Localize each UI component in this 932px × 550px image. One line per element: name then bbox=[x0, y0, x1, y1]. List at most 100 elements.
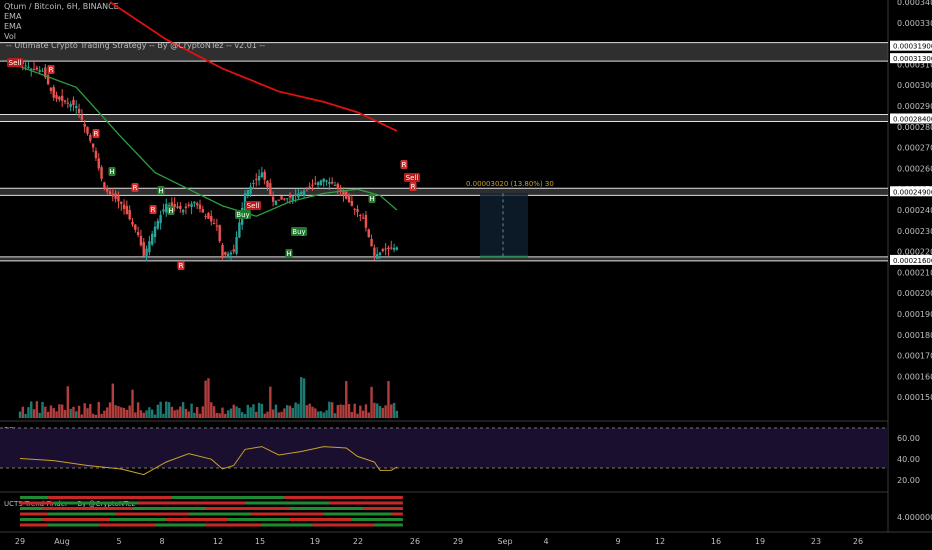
trend-cell bbox=[391, 523, 398, 527]
candle-body bbox=[156, 220, 160, 229]
volume-bar bbox=[266, 411, 269, 418]
volume-bar bbox=[274, 404, 278, 418]
trend-cell bbox=[290, 512, 296, 516]
trend-cell bbox=[183, 512, 190, 516]
trend-cell bbox=[273, 518, 280, 521]
trend-cell bbox=[110, 507, 116, 510]
trend-cell bbox=[295, 507, 302, 510]
trend-cell bbox=[239, 512, 246, 516]
trend-cell bbox=[363, 523, 370, 527]
trend-cell bbox=[132, 501, 139, 505]
volume-bar bbox=[94, 414, 98, 418]
price-tick-label: 0.00028000 bbox=[897, 123, 932, 132]
trend-cell bbox=[351, 501, 358, 505]
trend-cell bbox=[278, 523, 285, 527]
signal-badge-h bbox=[285, 249, 293, 258]
trend-cell bbox=[93, 501, 100, 505]
trend-cell bbox=[53, 518, 60, 521]
trend-cell bbox=[20, 518, 26, 521]
candle-body bbox=[201, 209, 205, 213]
volume-bar bbox=[373, 402, 376, 418]
volume-bar bbox=[255, 411, 258, 418]
trend-cell bbox=[250, 512, 257, 516]
trend-cell bbox=[171, 507, 178, 510]
ema-fast-legend[interactable]: EMA bbox=[4, 12, 22, 21]
volume-bar bbox=[288, 405, 292, 418]
rsi-tick-label: 20.00 bbox=[897, 476, 920, 485]
signal-label-buy: Buy bbox=[236, 211, 249, 219]
volume-bar bbox=[145, 410, 148, 418]
volume-bar bbox=[30, 401, 33, 418]
trend-cell bbox=[121, 512, 128, 516]
trend-cell bbox=[273, 507, 280, 510]
signal-label-h: H bbox=[168, 207, 173, 215]
price-box-label: 0.00031900 bbox=[893, 43, 932, 51]
trend-cell bbox=[53, 501, 60, 505]
trend-cell bbox=[48, 507, 55, 510]
trend-cell bbox=[200, 496, 206, 499]
trend-cell bbox=[211, 523, 218, 527]
candle-body bbox=[297, 193, 300, 198]
volume-bar bbox=[136, 402, 140, 418]
trend-cell bbox=[104, 512, 111, 516]
trend-cell bbox=[200, 507, 206, 510]
trend-cell bbox=[380, 518, 386, 521]
trend-cell bbox=[166, 512, 173, 516]
trend-cell bbox=[261, 518, 268, 521]
candle-body bbox=[232, 249, 235, 252]
trend-tick-label: 4.00000000 bbox=[897, 513, 932, 522]
rsi-tick-label: 40.00 bbox=[897, 455, 920, 464]
trend-cell bbox=[188, 507, 195, 510]
volume-bar bbox=[60, 404, 64, 418]
volume-bar bbox=[97, 401, 100, 418]
trend-cell bbox=[110, 518, 116, 521]
trend-cell bbox=[48, 496, 55, 499]
strategy-legend[interactable]: -- Ultimate Crypto Trading Strategy -- B… bbox=[6, 41, 266, 50]
trend-cell bbox=[70, 501, 77, 505]
candle-body bbox=[165, 203, 168, 213]
candle-body bbox=[392, 247, 396, 250]
volume-bar bbox=[392, 402, 396, 418]
trend-cell bbox=[222, 523, 229, 527]
time-tick-label: 19 bbox=[310, 537, 320, 546]
volume-bar bbox=[212, 406, 216, 418]
time-tick-label: 23 bbox=[811, 537, 821, 546]
trend-cell bbox=[284, 507, 291, 510]
signal-label-r: R bbox=[94, 130, 99, 138]
trend-cell bbox=[250, 501, 257, 505]
trend-cell bbox=[368, 507, 375, 510]
trend-cell bbox=[59, 496, 66, 499]
volume-bar bbox=[111, 383, 115, 418]
trend-cell bbox=[115, 523, 122, 527]
trend-cell bbox=[357, 518, 364, 521]
trend-cell bbox=[160, 507, 167, 510]
candle-body bbox=[364, 214, 368, 228]
trend-cell bbox=[301, 496, 308, 499]
volume-bar bbox=[269, 386, 272, 418]
candle-body bbox=[370, 238, 373, 247]
trend-cell bbox=[36, 507, 43, 510]
volume-bar bbox=[105, 407, 109, 418]
volume-bar bbox=[356, 413, 359, 418]
candle-body bbox=[69, 103, 72, 107]
volume-legend[interactable]: Vol bbox=[4, 32, 16, 41]
candle-body bbox=[86, 126, 89, 134]
trend-cell bbox=[306, 507, 313, 510]
trend-cell bbox=[200, 512, 206, 516]
trend-cell bbox=[31, 496, 38, 499]
trend-cell bbox=[48, 512, 55, 516]
trend-cell bbox=[48, 501, 55, 505]
trend-cell bbox=[205, 523, 212, 527]
trend-cell bbox=[267, 512, 274, 516]
candle-body bbox=[179, 205, 182, 209]
trend-cell bbox=[329, 512, 336, 516]
trend-cell bbox=[42, 523, 49, 527]
candle-body bbox=[375, 254, 379, 259]
candle-body bbox=[345, 191, 348, 199]
trend-cell bbox=[374, 512, 381, 516]
volume-bar bbox=[165, 401, 168, 418]
ema-slow-legend[interactable]: EMA bbox=[4, 22, 22, 31]
price-tick-label: 0.00015000 bbox=[897, 393, 932, 402]
trend-cell bbox=[216, 496, 223, 499]
